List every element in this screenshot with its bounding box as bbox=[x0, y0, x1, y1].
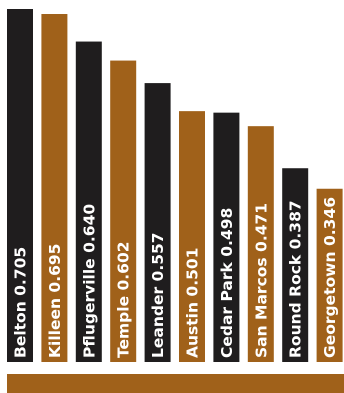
bar-san-marcos bbox=[247, 126, 274, 362]
value-label: 0.557 bbox=[149, 232, 167, 281]
base-band bbox=[7, 374, 344, 393]
category-label: Belton bbox=[12, 301, 30, 358]
labels-group: Belton 0.705 Killeen 0.695 Pflugerville 0.… bbox=[12, 197, 340, 358]
category-label: Killeen bbox=[46, 298, 64, 358]
bar-belton bbox=[7, 9, 33, 362]
category-label: Round Rock bbox=[287, 254, 305, 358]
category-label: Leander bbox=[149, 287, 167, 358]
bar-killeen bbox=[41, 14, 68, 362]
bar-cedar-park bbox=[213, 112, 240, 363]
value-label: 0.640 bbox=[80, 204, 98, 253]
bar-temple bbox=[110, 60, 137, 362]
category-label: Cedar Park bbox=[218, 261, 236, 358]
value-label: 0.695 bbox=[46, 244, 64, 293]
bars-group bbox=[7, 9, 343, 363]
category-label: Austin bbox=[184, 302, 202, 358]
value-label: 0.471 bbox=[252, 203, 270, 252]
bar-austin bbox=[179, 111, 205, 362]
bar-round-rock bbox=[282, 168, 309, 362]
value-label: 0.705 bbox=[12, 247, 30, 296]
bar-leander bbox=[144, 83, 171, 362]
bar-label-pflugerville: Pflugerville 0.640 bbox=[80, 204, 98, 358]
bar-label-temple: Temple 0.602 bbox=[115, 241, 133, 358]
bar-label-georgetown: Georgetown 0.346 bbox=[321, 197, 339, 358]
bar-label-leander: Leander 0.557 bbox=[149, 232, 167, 358]
bar-label-san-marcos: San Marcos 0.471 bbox=[252, 203, 270, 358]
category-label: Temple bbox=[115, 296, 133, 358]
bar-label-belton: Belton 0.705 bbox=[12, 247, 30, 358]
value-label: 0.346 bbox=[321, 197, 339, 246]
bar-label-killeen: Killeen 0.695 bbox=[46, 244, 64, 358]
category-label: San Marcos bbox=[252, 257, 270, 358]
bar-pflugerville bbox=[75, 41, 102, 363]
value-label: 0.602 bbox=[115, 241, 133, 290]
bar-label-austin: Austin 0.501 bbox=[184, 248, 202, 358]
bar-georgetown bbox=[316, 188, 343, 362]
value-label: 0.501 bbox=[184, 248, 202, 297]
value-label: 0.387 bbox=[287, 200, 305, 249]
bar-label-round-rock: Round Rock 0.387 bbox=[287, 200, 305, 358]
category-label: Georgetown bbox=[321, 251, 339, 358]
value-label: 0.498 bbox=[218, 208, 236, 257]
category-label: Pflugerville bbox=[80, 258, 98, 358]
bar-label-cedar-park: Cedar Park 0.498 bbox=[218, 208, 236, 358]
